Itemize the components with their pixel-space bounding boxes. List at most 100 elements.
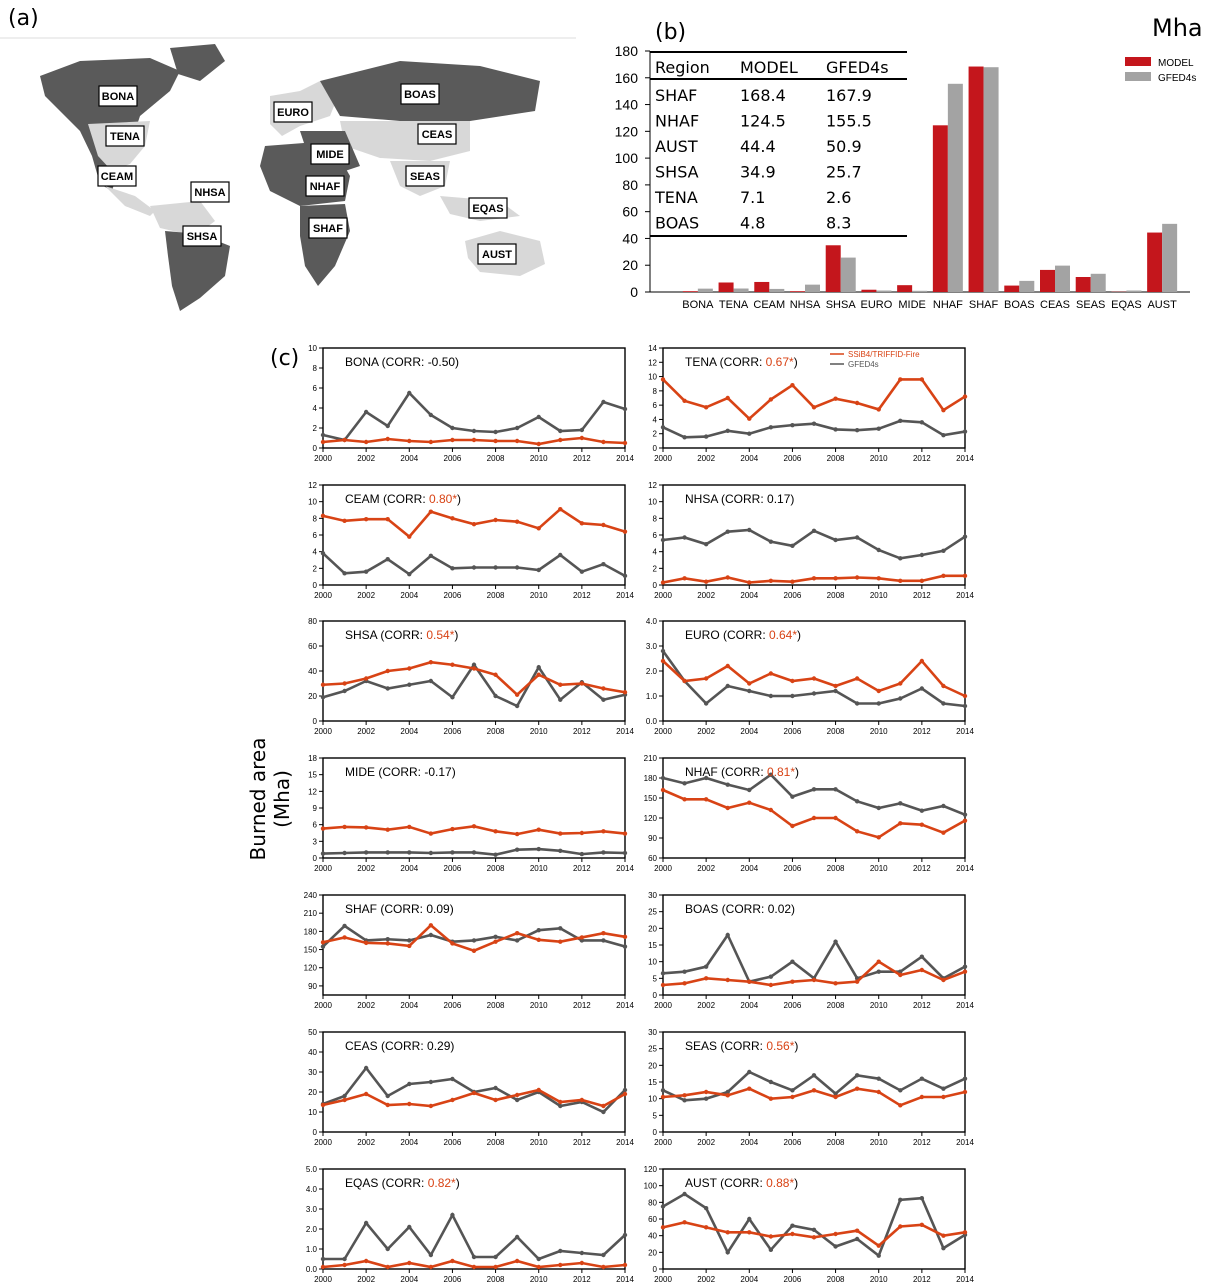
model-point xyxy=(471,437,477,443)
bar-model-nhsa xyxy=(790,291,805,292)
model-point xyxy=(833,1094,838,1100)
table-cell: 2.6 xyxy=(826,188,851,207)
ytick-label: 10 xyxy=(648,498,657,507)
xtick-label: 2006 xyxy=(444,591,462,600)
model-point xyxy=(558,1099,563,1105)
gfed4s-point xyxy=(768,539,774,544)
ytick-label: 4.0 xyxy=(646,617,658,626)
gfed4s-point xyxy=(622,944,628,949)
model-point xyxy=(363,940,369,946)
gfed4s-point xyxy=(725,1089,730,1095)
model-point xyxy=(962,1089,968,1095)
bar-ytick-label: 140 xyxy=(615,97,639,113)
xtick-label: 2008 xyxy=(487,1275,505,1284)
gfed4s-point xyxy=(428,932,434,938)
xtick-label: 2010 xyxy=(530,591,548,600)
bar-xtick-label: TENA xyxy=(719,299,749,311)
xtick-label: 2014 xyxy=(616,727,634,736)
model-point xyxy=(703,1089,709,1095)
ytick-label: 30 xyxy=(648,1028,657,1037)
model-point xyxy=(962,1230,968,1235)
gfed4s-point xyxy=(385,556,390,562)
gfed4s-point xyxy=(450,566,455,571)
ytick-label: 6 xyxy=(653,531,658,540)
gfed4s-point xyxy=(876,1076,881,1081)
gfed4s-point xyxy=(811,1227,817,1233)
model-point xyxy=(601,829,606,834)
gfed4s-point xyxy=(493,565,498,570)
ytick-label: 0 xyxy=(313,444,318,453)
gfed4s-line xyxy=(322,662,626,708)
xtick-label: 2012 xyxy=(573,864,591,873)
ytick-label: 9 xyxy=(313,804,318,813)
bar-gfed-nhaf xyxy=(947,83,963,292)
bar-model-shaf xyxy=(968,66,984,292)
gfed4s-point xyxy=(660,1204,666,1209)
model-point xyxy=(363,1091,369,1097)
gfed4s-point xyxy=(725,529,730,534)
gfed4s-point xyxy=(428,850,434,856)
ytick-label: 0.0 xyxy=(306,1265,318,1274)
gfed4s-point xyxy=(962,429,968,434)
model-point xyxy=(579,435,585,441)
panel-euro: 0.0 1.0 2.0 3.0 4.0 2000 2002 2004 2006 2008 2010 2… xyxy=(646,617,975,736)
ytick-label: 40 xyxy=(308,667,317,676)
model-point xyxy=(428,1103,434,1109)
xtick-label: 2002 xyxy=(357,727,375,736)
model-point xyxy=(725,805,730,811)
table-cell: 168.4 xyxy=(740,86,786,105)
xtick-label: 2010 xyxy=(870,591,888,600)
gfed4s-point xyxy=(558,697,563,702)
model-point xyxy=(854,400,860,406)
xtick-label: 2000 xyxy=(654,1001,672,1010)
gfed4s-point xyxy=(385,1093,390,1099)
model-point xyxy=(622,529,628,534)
corr-label: NHAF (CORR: 0.81*) xyxy=(685,765,799,779)
model-point xyxy=(558,831,563,836)
model-point xyxy=(854,829,860,834)
model-point xyxy=(601,1103,606,1109)
svg-text:NHAF: NHAF xyxy=(310,181,341,193)
model-point xyxy=(428,1264,434,1270)
bar-gfed-seas xyxy=(1090,273,1106,292)
model-point xyxy=(876,576,881,581)
model-point xyxy=(558,939,563,944)
gfed4s-point xyxy=(428,1079,434,1085)
model-point xyxy=(450,1097,455,1103)
ytick-label: 60 xyxy=(648,1215,657,1224)
xtick-label: 2008 xyxy=(487,454,505,463)
gfed4s-point xyxy=(579,938,585,943)
gfed4s-point xyxy=(450,1076,455,1082)
model-point xyxy=(725,977,730,983)
gfed4s-point xyxy=(514,938,520,943)
xtick-label: 2006 xyxy=(444,727,462,736)
xtick-label: 2008 xyxy=(827,591,845,600)
bar-gfed-euro xyxy=(876,290,892,292)
model-point xyxy=(514,831,520,837)
xtick-label: 2012 xyxy=(913,1001,931,1010)
gfed4s-point xyxy=(601,1109,606,1115)
model-point xyxy=(703,579,709,584)
xtick-label: 2006 xyxy=(784,727,802,736)
model-point xyxy=(622,831,628,836)
gfed4s-point xyxy=(471,938,477,943)
model-point xyxy=(833,981,838,986)
gfed4s-point xyxy=(682,1098,687,1103)
bar-gfed-shaf xyxy=(983,67,999,292)
gfed4s-point xyxy=(558,552,563,558)
model-point xyxy=(536,827,541,832)
bar-model-tena xyxy=(718,282,734,292)
model-point xyxy=(833,815,838,821)
model-point xyxy=(747,1230,752,1235)
xtick-label: 2004 xyxy=(400,1001,418,1010)
model-point xyxy=(941,830,946,835)
gfed4s-line xyxy=(322,552,626,577)
gfed4s-point xyxy=(682,535,687,540)
xtick-label: 2008 xyxy=(487,1001,505,1010)
ytick-label: 4.0 xyxy=(306,1185,318,1194)
model-point xyxy=(682,797,687,802)
model-point xyxy=(407,943,412,949)
legend-gfed-label: GFED4s xyxy=(848,360,879,369)
gfed4s-point xyxy=(725,1250,730,1255)
gfed4s-point xyxy=(790,543,795,549)
